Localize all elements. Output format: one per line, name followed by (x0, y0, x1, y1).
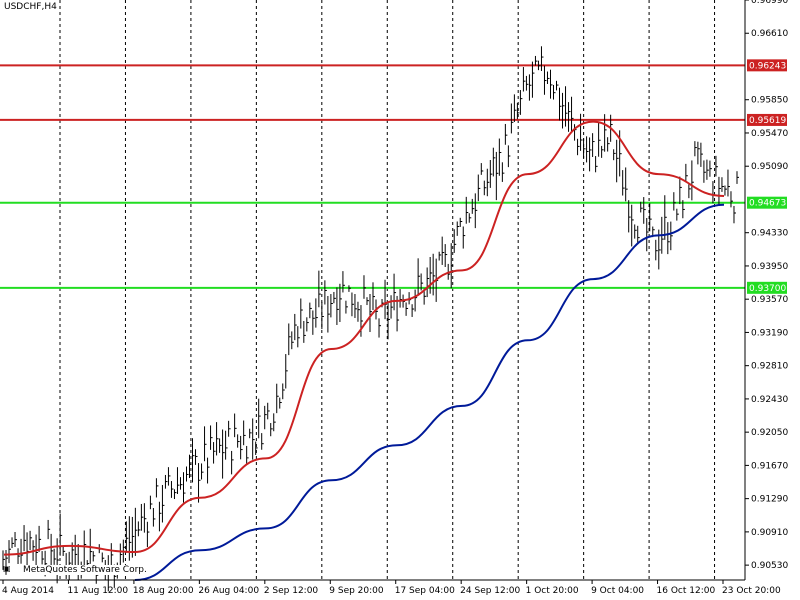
time-tick-label: 9 Sep 20:00 (329, 586, 384, 596)
level-price-badge (747, 281, 787, 294)
level-price-badge (747, 196, 787, 209)
time-tick-label: 11 Aug 12:00 (67, 586, 128, 596)
price-tick-label: 0.93190 (751, 328, 788, 338)
level-price-labels: 0.96243 0.95619 0.94673 0.93700 (747, 59, 787, 294)
horizontal-levels[interactable] (0, 64, 745, 289)
price-tick-label: 0.95470 (751, 129, 788, 139)
time-tick-label: 23 Oct 20:00 (722, 586, 781, 596)
price-tick-label: 0.92810 (751, 362, 788, 372)
time-tick-label: 16 Oct 12:00 (657, 586, 716, 596)
time-tick-label: 2 Sep 12:00 (264, 586, 319, 596)
level-price-badge (747, 113, 787, 126)
price-tick-label: 0.90530 (751, 561, 788, 571)
price-tick-label: 0.95090 (751, 162, 788, 172)
time-tick-label: 1 Oct 20:00 (526, 586, 579, 596)
ma-slow-line (134, 203, 725, 581)
price-tick-label: 0.90910 (751, 528, 788, 538)
price-tick-label: 0.92430 (751, 395, 788, 405)
price-tick-label: 0.96610 (751, 29, 788, 39)
level-price-label: 0.93700 (749, 284, 786, 294)
time-tick-label: 9 Oct 04:00 (591, 586, 644, 596)
price-tick-label: 0.93570 (751, 295, 788, 305)
time-axis: 4 Aug 2014 11 Aug 12:00 18 Aug 20:00 26 Aug… (2, 580, 781, 596)
level-price-label: 0.94673 (749, 199, 786, 209)
moving-averages (3, 120, 725, 581)
vertical-grid (59, 0, 716, 580)
price-tick-label: 0.96990 (751, 0, 788, 6)
price-tick-label: 0.91290 (751, 495, 788, 505)
price-tick-label: 0.93950 (751, 262, 788, 272)
metaquotes-logo-icon: ▣ (3, 564, 11, 573)
price-tick-label: 0.91670 (751, 461, 788, 471)
chart-symbol-title: USDCHF,H4 (4, 2, 57, 12)
level-price-label: 0.96243 (749, 61, 786, 71)
price-tick-label: 0.95850 (751, 96, 788, 106)
time-tick-label: 4 Aug 2014 (2, 586, 54, 596)
ma-fast-line (3, 120, 725, 556)
price-tick-label: 0.92050 (751, 428, 788, 438)
time-tick-label: 26 Aug 04:00 (198, 586, 259, 596)
time-tick-label: 24 Sep 12:00 (460, 586, 520, 596)
time-tick-label: 18 Aug 20:00 (133, 586, 194, 596)
price-axis: 0.96990 0.96610 0.95850 0.95470 0.95090 0.943… (745, 0, 788, 571)
level-price-badge (747, 59, 787, 72)
price-bars (2, 46, 739, 592)
time-tick-label: 17 Sep 04:00 (395, 586, 455, 596)
level-price-label: 0.95619 (749, 116, 786, 126)
price-tick-label: 0.94330 (751, 229, 788, 239)
copyright-notice: MetaQuotes Software Corp. (22, 565, 148, 575)
